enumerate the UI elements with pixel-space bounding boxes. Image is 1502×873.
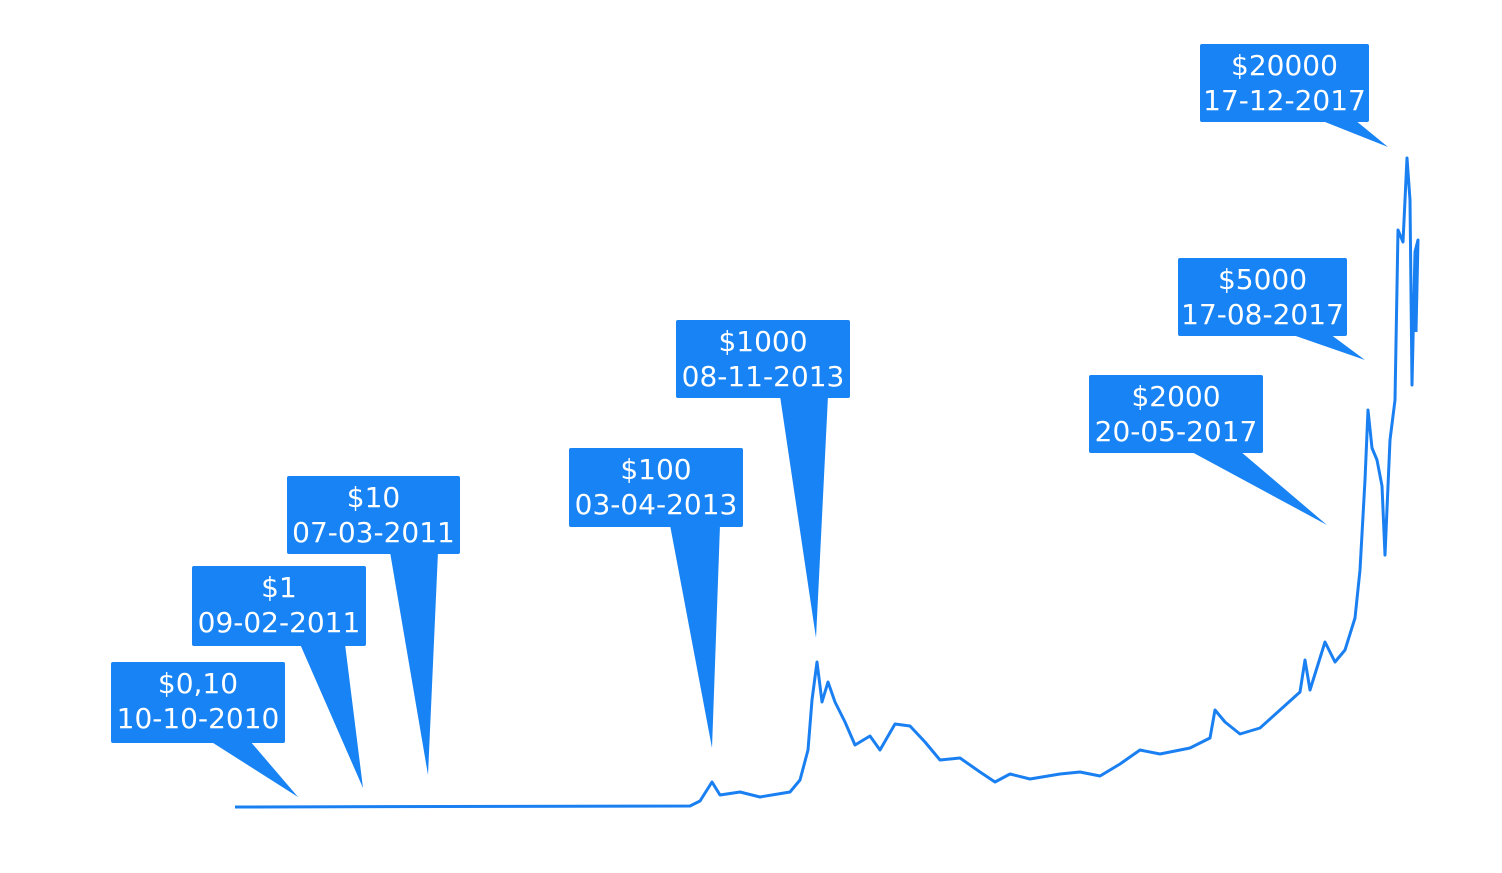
callout-value: $0,10 — [158, 667, 238, 700]
callout-value: $5000 — [1218, 263, 1307, 296]
callout-tail — [1290, 334, 1365, 360]
callout-box — [192, 566, 366, 646]
callout-tail — [670, 525, 720, 748]
callout-value: $10 — [347, 481, 400, 514]
callout-tail — [300, 644, 363, 788]
callout-value: $20000 — [1231, 49, 1338, 82]
callout-tail — [1190, 451, 1327, 525]
callout-date: 03-04-2013 — [575, 488, 738, 521]
callout-date: 09-02-2011 — [198, 606, 361, 639]
callout-box — [569, 448, 743, 527]
callout-tail — [210, 741, 298, 797]
callout-tail — [390, 552, 438, 775]
callout-date: 20-05-2017 — [1095, 415, 1258, 448]
callout-box — [1200, 44, 1369, 122]
callout-box — [111, 662, 285, 743]
callout-tail — [1320, 120, 1388, 147]
callout-value: $2000 — [1131, 380, 1220, 413]
callout-date: 10-10-2010 — [117, 702, 280, 735]
callout-date: 17-12-2017 — [1203, 84, 1366, 117]
callout-value: $100 — [620, 453, 691, 486]
callout-tail — [780, 396, 828, 638]
callout-box — [287, 476, 460, 554]
callout-value: $1 — [261, 571, 297, 604]
callout-date: 08-11-2013 — [682, 360, 845, 393]
callout-box — [1089, 375, 1263, 453]
callout-box — [676, 320, 850, 398]
price-line — [234, 156, 1420, 809]
callout-date: 17-08-2017 — [1181, 298, 1344, 331]
callout-value: $1000 — [718, 325, 807, 358]
callout-date: 07-03-2011 — [292, 516, 455, 549]
callout-box — [1178, 258, 1347, 336]
